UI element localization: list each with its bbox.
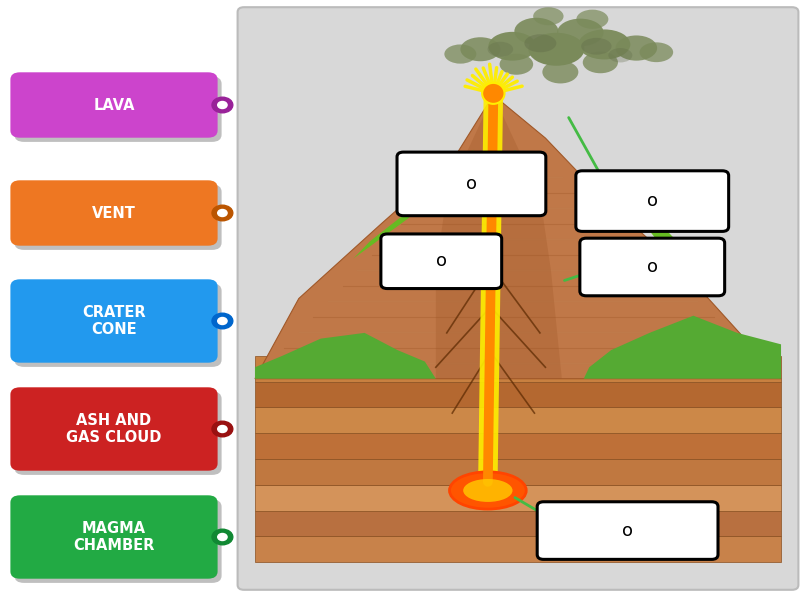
Ellipse shape <box>639 43 673 62</box>
Polygon shape <box>255 459 781 485</box>
Ellipse shape <box>514 18 558 45</box>
Text: LAVA: LAVA <box>94 97 134 113</box>
FancyBboxPatch shape <box>14 76 222 142</box>
FancyBboxPatch shape <box>10 388 218 470</box>
Polygon shape <box>255 333 436 379</box>
Text: VENT: VENT <box>92 205 136 220</box>
Ellipse shape <box>582 52 618 73</box>
Polygon shape <box>255 356 781 382</box>
Ellipse shape <box>463 479 513 502</box>
Circle shape <box>218 101 227 109</box>
Polygon shape <box>255 511 781 536</box>
FancyBboxPatch shape <box>14 185 222 250</box>
FancyBboxPatch shape <box>10 280 218 362</box>
FancyBboxPatch shape <box>10 73 218 138</box>
Circle shape <box>212 313 233 329</box>
Polygon shape <box>584 172 682 259</box>
Text: o: o <box>436 252 446 270</box>
FancyBboxPatch shape <box>538 502 718 559</box>
Polygon shape <box>354 149 474 259</box>
Polygon shape <box>255 407 781 433</box>
Circle shape <box>212 205 233 221</box>
Polygon shape <box>255 485 781 511</box>
Text: o: o <box>466 175 477 193</box>
Circle shape <box>212 97 233 113</box>
FancyBboxPatch shape <box>14 283 222 367</box>
Polygon shape <box>255 382 781 407</box>
Polygon shape <box>255 95 781 379</box>
FancyBboxPatch shape <box>397 152 546 216</box>
Ellipse shape <box>557 19 603 46</box>
Circle shape <box>218 425 227 433</box>
Ellipse shape <box>576 10 608 29</box>
Polygon shape <box>436 95 562 379</box>
Ellipse shape <box>450 472 526 509</box>
Text: ASH AND
GAS CLOUD: ASH AND GAS CLOUD <box>66 413 162 445</box>
Ellipse shape <box>482 83 505 104</box>
Ellipse shape <box>460 37 500 61</box>
Ellipse shape <box>542 61 578 83</box>
FancyBboxPatch shape <box>14 499 222 583</box>
Circle shape <box>218 317 227 325</box>
FancyBboxPatch shape <box>576 171 729 232</box>
Text: MAGMA
CHAMBER: MAGMA CHAMBER <box>74 521 154 553</box>
Polygon shape <box>584 316 781 379</box>
Circle shape <box>218 209 227 217</box>
Ellipse shape <box>581 38 611 55</box>
FancyBboxPatch shape <box>14 392 222 475</box>
Ellipse shape <box>499 54 533 75</box>
Ellipse shape <box>528 33 584 66</box>
Text: o: o <box>622 521 633 539</box>
Ellipse shape <box>578 29 630 59</box>
Polygon shape <box>255 433 781 459</box>
Circle shape <box>218 533 227 541</box>
Ellipse shape <box>608 48 632 62</box>
FancyBboxPatch shape <box>381 234 502 289</box>
Text: o: o <box>646 192 658 210</box>
Ellipse shape <box>488 32 536 61</box>
Text: o: o <box>646 258 658 276</box>
FancyBboxPatch shape <box>10 180 218 246</box>
Circle shape <box>212 529 233 545</box>
Ellipse shape <box>533 7 563 25</box>
Polygon shape <box>255 536 781 562</box>
Circle shape <box>212 421 233 437</box>
FancyBboxPatch shape <box>238 7 798 590</box>
FancyBboxPatch shape <box>580 238 725 296</box>
Ellipse shape <box>444 44 476 64</box>
Ellipse shape <box>487 42 513 57</box>
FancyBboxPatch shape <box>10 496 218 578</box>
Ellipse shape <box>524 34 556 52</box>
Ellipse shape <box>615 35 657 61</box>
Text: CRATER
CONE: CRATER CONE <box>82 305 146 337</box>
